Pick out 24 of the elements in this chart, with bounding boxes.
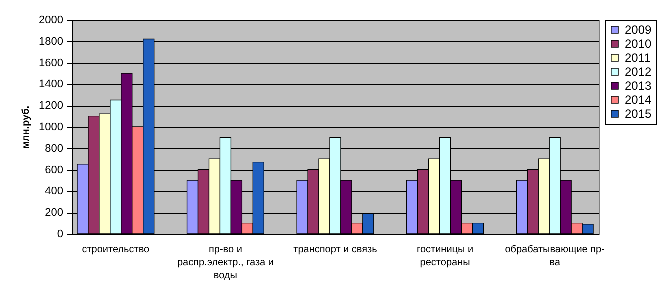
- y-tick-label: 1000: [39, 122, 64, 134]
- y-axis-title: млн.руб.: [21, 106, 32, 150]
- legend-label: 2012: [625, 65, 652, 79]
- legend-label: 2015: [625, 107, 652, 121]
- x-tick-label: строительство: [82, 244, 150, 256]
- x-tick-label: обрабатывающие пр-ва: [505, 244, 605, 268]
- y-tick-label: 1400: [39, 78, 64, 91]
- x-tick-label: пр-во и распр.электр., газа и воды: [177, 244, 274, 282]
- legend-label: 2009: [625, 23, 652, 37]
- y-tick-label: 1800: [39, 36, 64, 48]
- legend-label: 2010: [625, 37, 652, 51]
- x-tick-label: транспорт и связь: [294, 244, 378, 256]
- y-tick-label: 200: [45, 207, 64, 220]
- y-tick-label: 1200: [39, 100, 64, 112]
- y-tick-label: 1600: [39, 57, 64, 70]
- y-tick-label: 600: [45, 164, 64, 176]
- y-tick-label: 400: [45, 186, 64, 198]
- legend-label: 2013: [625, 79, 652, 93]
- x-tick-label: гостиницы и рестораны: [417, 244, 474, 268]
- legend-label: 2011: [625, 51, 652, 65]
- y-tick-label: 2000: [39, 14, 64, 26]
- y-tick-label: 800: [45, 142, 64, 155]
- legend-label: 2014: [625, 93, 652, 107]
- y-tick-label: 0: [57, 228, 64, 240]
